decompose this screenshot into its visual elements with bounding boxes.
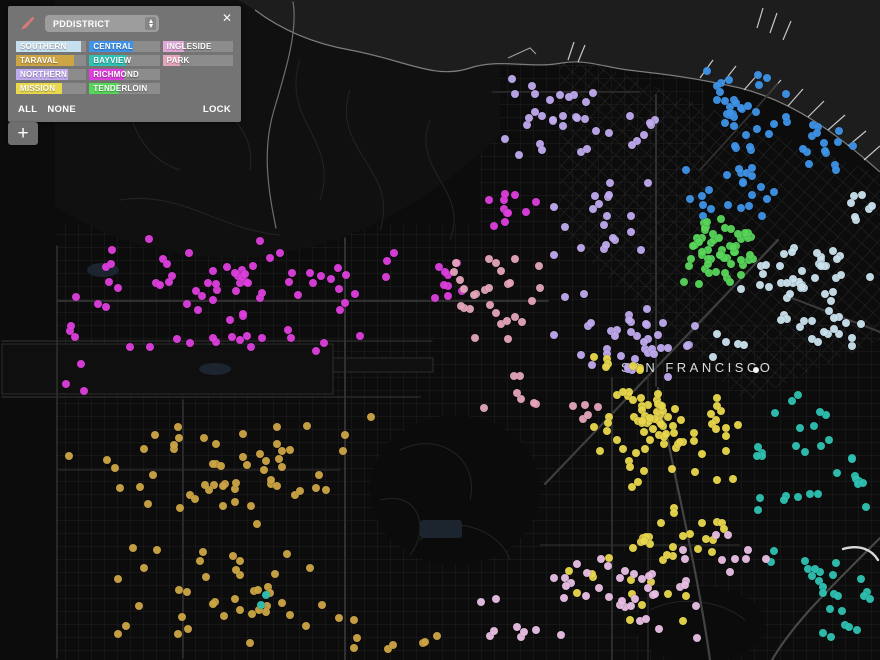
legend-item-southern[interactable]: SOUTHERN (16, 41, 87, 52)
legend-label: SOUTHERN (20, 42, 67, 51)
legend-label: TARAVAL (20, 56, 58, 65)
stepper-icon (145, 17, 156, 30)
legend-item-ingleside[interactable]: INGLESIDE (162, 41, 233, 52)
legend-swatch (162, 55, 180, 66)
column-dropdown[interactable]: PDDISTRICT (45, 15, 159, 32)
legend-label: PARK (166, 56, 190, 65)
legend-label: TENDERLOIN (93, 84, 148, 93)
bay-water (238, 0, 880, 172)
style-panel: PDDISTRICT ✕ SOUTHERN TARAVAL NORTHERN MISS… (8, 6, 241, 122)
all-button[interactable]: ALL (18, 104, 38, 115)
column-dropdown-value: PDDISTRICT (53, 18, 110, 29)
legend-label: BAYVIEW (93, 56, 132, 65)
legend-label: CENTRAL (93, 42, 133, 51)
legend-item-northern[interactable]: NORTHERN (16, 69, 87, 80)
legend-swatch (16, 69, 69, 80)
brush-icon (21, 16, 35, 30)
legend-swatch (89, 83, 119, 94)
legend-swatch (89, 69, 125, 80)
legend-item-bayview[interactable]: BAYVIEW (89, 55, 160, 66)
lock-button[interactable]: LOCK (202, 104, 231, 115)
none-button[interactable]: NONE (47, 104, 77, 115)
legend-item-mission[interactable]: MISSION (16, 83, 87, 94)
panel-footer: ALL NONE LOCK (16, 104, 233, 115)
legend-label: INGLESIDE (166, 42, 212, 51)
legend-item-central[interactable]: CENTRAL (89, 41, 160, 52)
close-icon[interactable]: ✕ (221, 11, 232, 25)
shoreline (254, 9, 880, 173)
legend-label: RICHMOND (93, 70, 139, 79)
legend-swatch (89, 41, 133, 52)
city-marker-dot (753, 367, 759, 373)
legend-swatch (162, 41, 184, 52)
legend-label: NORTHERN (20, 70, 67, 79)
golden-gate-park (1, 343, 334, 395)
legend-item-richmond[interactable]: RICHMOND (89, 69, 160, 80)
legend: SOUTHERN TARAVAL NORTHERN MISSION CENTRAL BAY… (16, 41, 233, 94)
legend-swatch (16, 55, 74, 66)
legend-item-taraval[interactable]: TARAVAL (16, 55, 87, 66)
legend-label: MISSION (20, 84, 56, 93)
legend-item-tenderloin[interactable]: TENDERLOIN (89, 83, 160, 94)
panhandle (332, 357, 434, 373)
panel-header: PDDISTRICT ✕ (19, 11, 233, 32)
legend-swatch (89, 55, 126, 66)
legend-swatch (16, 83, 63, 94)
zoom-in-button[interactable]: + (8, 122, 38, 145)
legend-swatch (16, 41, 82, 52)
city-label: SAN FRANCISCO (621, 360, 774, 375)
legend-item-park[interactable]: PARK (162, 55, 233, 66)
